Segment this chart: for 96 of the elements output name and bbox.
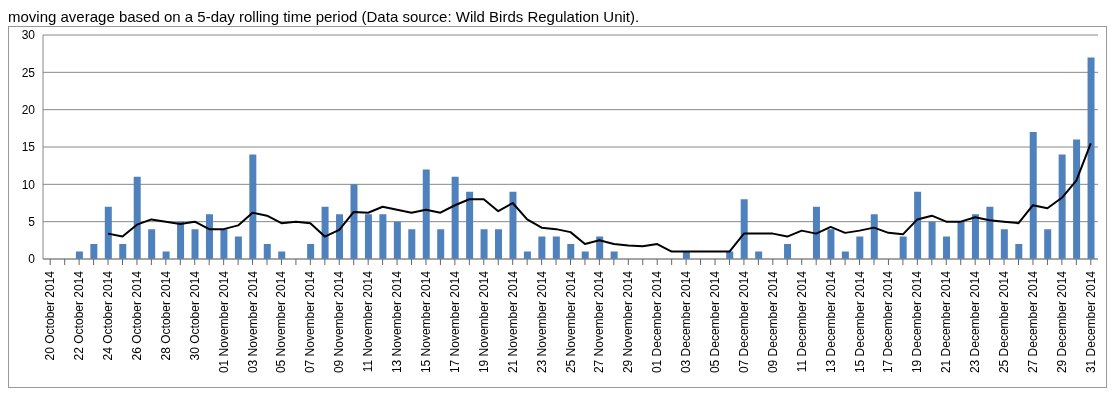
bar: [321, 206, 329, 259]
x-tick-label: 23 December 2014: [968, 270, 983, 374]
bar: [1029, 132, 1037, 259]
x-tick-label: 07 November 2014: [303, 270, 318, 374]
y-tick-label: 10: [21, 177, 36, 192]
x-tick-label: 11 November 2014: [361, 270, 376, 373]
x-tick-label: 28 October 2014: [158, 270, 173, 361]
x-tick-label: 30 October 2014: [187, 270, 202, 361]
bar: [408, 229, 416, 259]
x-tick-label: 25 December 2014: [997, 270, 1012, 374]
x-tick-label: 23 November 2014: [534, 270, 549, 374]
bar: [220, 229, 228, 259]
x-tick-label: 01 November 2014: [216, 270, 231, 374]
bar: [1087, 57, 1095, 259]
bar: [263, 244, 271, 259]
x-tick-label: 05 December 2014: [708, 270, 723, 374]
text: moving average based on a 5-day rolling time period (Data source: Wild Birds Regulation Unit).: [8, 8, 641, 26]
bar: [451, 176, 459, 259]
bar: [1015, 244, 1023, 259]
bar: [191, 229, 199, 259]
x-tick-label: 29 December 2014: [1054, 270, 1069, 374]
x-tick-label: 31 December 2014: [1083, 270, 1098, 374]
bar: [986, 206, 994, 259]
bar: [509, 191, 517, 259]
bar: [480, 229, 488, 259]
x-tick-label: 13 November 2014: [390, 270, 405, 374]
bar: [567, 244, 575, 259]
bar: [740, 199, 748, 259]
bar: [307, 244, 315, 259]
x-tick-label: 01 December 2014: [650, 270, 665, 374]
bar: [856, 236, 864, 259]
x-tick-label: 21 December 2014: [939, 270, 954, 374]
bar: [1000, 229, 1008, 259]
x-tick-label: 26 October 2014: [129, 270, 144, 361]
bar: [364, 214, 372, 259]
bar: [538, 236, 546, 259]
x-tick-label: 07 December 2014: [736, 270, 751, 374]
bar: [971, 214, 979, 259]
x-tick-label: 24 October 2014: [101, 270, 116, 361]
x-tick-label: 15 November 2014: [418, 270, 433, 374]
x-tick-label: 21 November 2014: [505, 270, 520, 374]
x-tick-label: 11 December 2014: [794, 270, 809, 373]
bar: [205, 214, 213, 259]
bar: [133, 176, 141, 259]
bar: [249, 154, 257, 259]
y-tick-label: 0: [28, 252, 36, 267]
y-tick-label: 5: [28, 214, 36, 229]
bar: [177, 221, 185, 259]
bar: [336, 214, 344, 259]
bar: [90, 244, 98, 259]
bar: [437, 229, 445, 259]
x-tick-label: 17 December 2014: [881, 270, 896, 374]
x-tick-label: 03 December 2014: [679, 270, 694, 374]
bar: [1073, 139, 1081, 259]
bar: [422, 169, 430, 259]
bar: [495, 229, 503, 259]
bar: [148, 229, 156, 259]
bar: [827, 229, 835, 259]
bar: [899, 236, 907, 259]
x-tick-label: 25 November 2014: [563, 270, 578, 374]
bar: [812, 206, 820, 259]
bar: [234, 236, 242, 259]
bar: [119, 244, 127, 259]
bar: [379, 214, 387, 259]
x-tick-label: 29 November 2014: [621, 270, 636, 374]
bar: [393, 221, 401, 259]
bar: [928, 221, 936, 259]
y-tick-label: 25: [21, 65, 36, 80]
bar: [466, 191, 474, 259]
x-tick-label: 05 November 2014: [274, 270, 289, 374]
y-tick-label: 20: [21, 102, 36, 117]
bar: [943, 236, 951, 259]
bar: [957, 221, 965, 259]
bar: [784, 244, 792, 259]
x-tick-label: 27 December 2014: [1025, 270, 1040, 374]
x-tick-label: 09 December 2014: [765, 270, 780, 374]
line-series: [107, 142, 1092, 253]
x-tick-label: 19 November 2014: [476, 270, 491, 374]
x-tick-label: 03 November 2014: [245, 270, 260, 374]
bar: [350, 184, 358, 259]
bar: [104, 206, 112, 259]
y-tick-label: 30: [21, 28, 36, 43]
x-tick-label: 15 December 2014: [852, 270, 867, 374]
bar: [1044, 229, 1052, 259]
bar: [1058, 154, 1066, 259]
bar: [914, 191, 922, 259]
x-tick-label: 17 November 2014: [447, 270, 462, 374]
bar: [552, 236, 560, 259]
x-tick-label: 20 October 2014: [43, 270, 58, 361]
y-tick-label: 15: [21, 140, 36, 155]
x-tick-label: 09 November 2014: [332, 270, 347, 374]
x-tick-label: 13 December 2014: [823, 270, 838, 374]
x-tick-label: 27 November 2014: [592, 270, 607, 374]
x-tick-label: 19 December 2014: [910, 270, 925, 374]
x-tick-label: 22 October 2014: [72, 270, 87, 361]
bar: [870, 214, 878, 259]
